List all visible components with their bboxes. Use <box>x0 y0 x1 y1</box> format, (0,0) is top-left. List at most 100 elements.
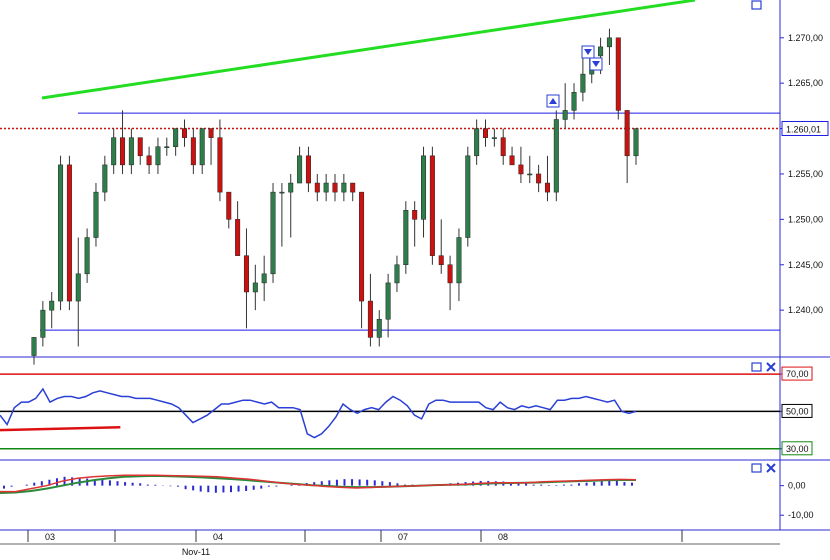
candle[interactable] <box>217 137 223 193</box>
candle[interactable] <box>376 318 382 338</box>
candle[interactable] <box>412 210 418 220</box>
candle[interactable] <box>120 137 126 166</box>
candle[interactable] <box>182 128 187 138</box>
candle[interactable] <box>66 164 72 302</box>
candle[interactable] <box>199 128 205 166</box>
candle[interactable] <box>633 128 639 157</box>
current-price-badge <box>781 120 829 136</box>
sell-signal-icon <box>584 49 592 55</box>
rsi-level-badge <box>781 441 813 456</box>
candle[interactable] <box>93 191 99 238</box>
candle[interactable] <box>288 182 294 193</box>
candle[interactable] <box>350 182 356 193</box>
macd-tick-label: -10,00 <box>788 510 814 520</box>
candle[interactable] <box>155 146 161 166</box>
candle[interactable] <box>235 219 241 256</box>
close-icon[interactable] <box>766 362 776 372</box>
candle[interactable] <box>128 137 134 166</box>
maximize-icon[interactable] <box>751 463 762 473</box>
candle[interactable] <box>465 155 471 238</box>
candle[interactable] <box>474 128 480 157</box>
price-tick-label: 1.245,00 <box>788 260 823 270</box>
candle[interactable] <box>394 264 400 284</box>
candle[interactable] <box>403 210 409 266</box>
candle[interactable] <box>49 300 55 311</box>
rsi-level-badge <box>781 403 813 418</box>
candle[interactable] <box>606 37 612 48</box>
candle[interactable] <box>518 164 524 175</box>
candle[interactable] <box>536 173 542 184</box>
candle[interactable] <box>624 110 630 157</box>
candle[interactable] <box>527 173 533 176</box>
buy-signal-icon <box>549 98 557 104</box>
candle[interactable] <box>544 182 550 193</box>
candle[interactable] <box>438 255 444 265</box>
candle[interactable] <box>270 191 276 275</box>
candle[interactable] <box>421 155 427 220</box>
candle[interactable] <box>208 128 214 138</box>
candle[interactable] <box>500 137 506 157</box>
candle[interactable] <box>359 191 365 302</box>
sell-signal-icon <box>592 61 600 67</box>
candle[interactable] <box>483 128 488 138</box>
macd-line <box>0 474 637 493</box>
candle[interactable] <box>40 309 46 338</box>
close-icon[interactable] <box>766 463 776 473</box>
rsi-line <box>0 387 637 439</box>
candle[interactable] <box>75 273 81 302</box>
candle[interactable] <box>367 300 373 338</box>
macd-tick-label: 0,00 <box>788 481 806 491</box>
candle[interactable] <box>598 46 604 57</box>
candle[interactable] <box>279 191 285 194</box>
candle[interactable] <box>297 155 303 184</box>
month-label: Nov-11 <box>182 547 210 557</box>
candle[interactable] <box>226 191 232 220</box>
maximize-icon[interactable] <box>751 362 762 372</box>
rsi-trend-line <box>0 426 121 432</box>
candle[interactable] <box>252 282 258 293</box>
candle[interactable] <box>84 237 90 275</box>
candle[interactable] <box>314 182 320 193</box>
candle[interactable] <box>571 92 577 111</box>
candle[interactable] <box>509 155 515 166</box>
candle[interactable] <box>190 137 196 166</box>
x-tick-label: 03 <box>45 532 55 542</box>
candle[interactable] <box>146 155 152 166</box>
candle[interactable] <box>111 137 117 166</box>
candle[interactable] <box>562 110 568 120</box>
candle[interactable] <box>429 155 435 256</box>
candle[interactable] <box>261 273 267 284</box>
candle[interactable] <box>332 182 338 193</box>
candle[interactable] <box>164 146 170 148</box>
candle[interactable] <box>323 182 329 193</box>
candle[interactable] <box>385 282 391 320</box>
candle[interactable] <box>102 164 108 193</box>
x-tick-label: 08 <box>498 532 508 542</box>
rsi-tick-label: 70,00 <box>786 369 809 379</box>
candle[interactable] <box>615 37 621 111</box>
maximize-icon[interactable] <box>751 0 762 10</box>
candle[interactable] <box>137 137 143 157</box>
candle[interactable] <box>58 164 64 302</box>
candle[interactable] <box>173 128 179 147</box>
price-tick-label: 1.270,00 <box>788 33 823 43</box>
candle[interactable] <box>447 264 453 284</box>
candle[interactable] <box>456 237 462 284</box>
candle[interactable] <box>580 73 586 93</box>
candle[interactable] <box>553 119 559 193</box>
x-tick-label: 07 <box>398 532 408 542</box>
price-tick-label: 1.265,00 <box>788 78 823 88</box>
candle[interactable] <box>243 255 249 293</box>
trend-line <box>41 0 696 100</box>
rsi-tick-label: 50,00 <box>786 406 809 416</box>
candle[interactable] <box>491 137 497 139</box>
candle[interactable] <box>31 337 37 356</box>
x-tick-label: 04 <box>213 532 223 542</box>
candle[interactable] <box>305 155 311 184</box>
price-tick-label: 1.255,00 <box>788 169 823 179</box>
current-price-label: 1.260,01 <box>786 124 821 134</box>
candle[interactable] <box>341 182 347 193</box>
price-tick-label: 1.240,00 <box>788 305 823 315</box>
